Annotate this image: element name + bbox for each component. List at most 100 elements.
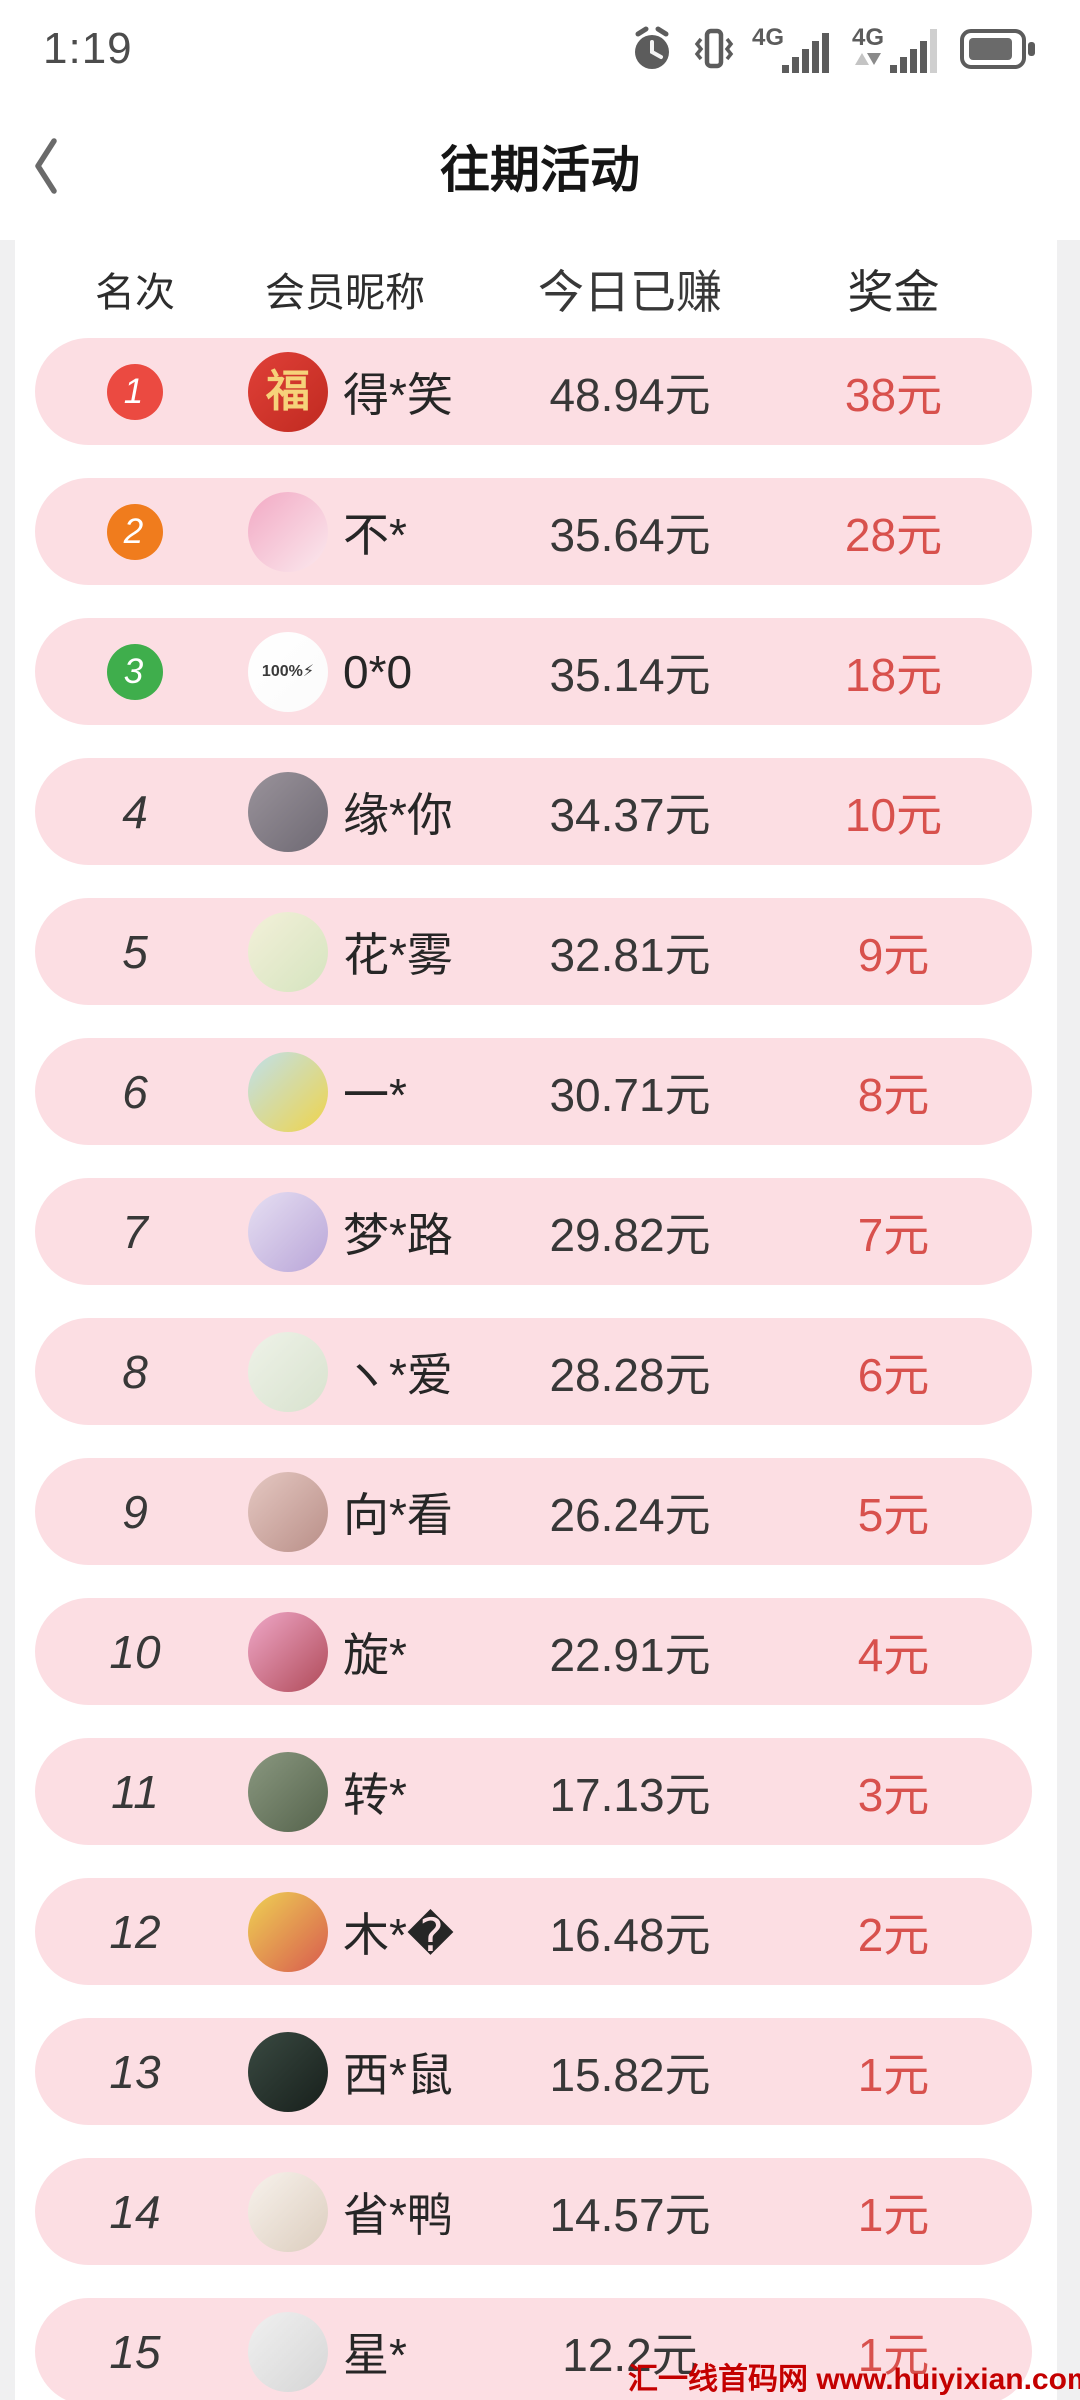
table-row[interactable]: 10 旋* 22.91元 4元 (35, 1598, 1032, 1705)
prize-amount: 38元 (844, 368, 943, 421)
earned-amount: 35.14元 (549, 648, 711, 701)
column-header-rank: 名次 (95, 271, 175, 315)
rank-number: 10 (109, 1625, 161, 1678)
watermark: 汇一线首码网 www.huiyixian.com (628, 2363, 1080, 2396)
app-bar: 往期活动 (0, 92, 1080, 240)
prize-amount: 3元 (857, 1768, 930, 1821)
earned-amount: 14.57元 (549, 2188, 711, 2241)
svg-text:4G: 4G (752, 24, 784, 51)
table-row[interactable]: 12 木*� 16.48元 2元 (35, 1878, 1032, 1985)
prize-amount: 10元 (844, 788, 943, 841)
avatar-glyph: 100%⚡ (261, 662, 315, 680)
cartoon-man-sunglasses-avatar (248, 2311, 328, 2392)
table-row[interactable]: 1 福得*笑 48.94元 38元 (35, 338, 1032, 445)
earned-amount: 15.82元 (549, 2048, 711, 2101)
alarm-icon (635, 26, 669, 69)
kid-yellow-hat-avatar (248, 1891, 328, 1972)
avatar-glyph: 福 (266, 366, 310, 416)
prize-amount: 8元 (857, 1068, 930, 1121)
column-header-member: 会员昵称 (265, 271, 425, 315)
column-header-prize: 奖金 (847, 266, 940, 318)
signal-4g-icon: 4G (752, 24, 829, 73)
table-row[interactable]: 11 转* 17.13元 3元 (35, 1738, 1032, 1845)
earned-amount: 48.94元 (549, 368, 711, 421)
rank-badge: 3 (107, 643, 163, 700)
table-row[interactable]: 6 一* 30.71元 8元 (35, 1038, 1032, 1145)
table-row[interactable]: 2 不* 35.64元 28元 (35, 478, 1032, 585)
prize-amount: 6元 (857, 1348, 930, 1401)
prize-amount: 9元 (857, 928, 930, 981)
member-nickname: 星* (343, 2328, 407, 2381)
vibrate-icon (694, 28, 734, 69)
rank-number: 13 (109, 2045, 161, 2098)
status-icons: 4G 4G (628, 21, 1040, 77)
column-header-earned: 今日已赚 (538, 266, 722, 318)
prize-amount: 1元 (857, 2328, 930, 2381)
anime-pink-hair-avatar (248, 491, 328, 572)
earned-amount: 34.37元 (549, 788, 711, 841)
member-nickname: 梦*路 (343, 1208, 453, 1261)
prize-amount: 4元 (857, 1628, 930, 1681)
earned-amount: 22.91元 (549, 1628, 711, 1681)
leaderboard-section: 名次 会员昵称 今日已赚 奖金 1 福得*笑 48.94元 38元 2 不* 35.64元 2… (0, 240, 1080, 2400)
member-nickname: 西*鼠 (343, 2048, 453, 2101)
chevron-left-icon (35, 138, 57, 194)
back-button[interactable] (26, 131, 66, 201)
svg-text:4G: 4G (852, 24, 884, 51)
earned-amount: 26.24元 (549, 1488, 711, 1541)
prize-amount: 1元 (857, 2048, 930, 2101)
table-row[interactable]: 15 星* 12.2元 1元 (35, 2298, 1032, 2400)
member-nickname: 得*笑 (343, 368, 453, 421)
rank-number: 8 (122, 1345, 148, 1398)
table-row[interactable]: 13 西*鼠 15.82元 1元 (35, 2018, 1032, 2125)
table-row[interactable]: 8 ヽ*爱 28.28元 6元 (35, 1318, 1032, 1425)
earned-amount: 12.2元 (562, 2328, 698, 2381)
table-row[interactable]: 9 向*看 26.24元 5元 (35, 1458, 1032, 1565)
earned-amount: 30.71元 (549, 1068, 711, 1121)
earned-amount: 35.64元 (549, 508, 711, 561)
clock-time: 1:19 (43, 24, 133, 73)
member-nickname: 缘*你 (343, 788, 453, 841)
member-nickname: 转* (343, 1768, 407, 1821)
prize-amount: 28元 (844, 508, 943, 561)
prize-amount: 5元 (857, 1488, 930, 1541)
rank-number: 15 (109, 2325, 161, 2378)
table-row[interactable]: 14 省*鸭 14.57元 1元 (35, 2158, 1032, 2265)
prize-amount: 2元 (857, 1908, 930, 1961)
shinchan-raincoat-avatar (248, 1051, 328, 1132)
member-nickname: 一* (343, 1068, 407, 1121)
rank-number: 5 (122, 925, 148, 978)
dark-hooded-anime-avatar (248, 2031, 328, 2112)
rank-number: 4 (122, 785, 148, 838)
purple-anime-avatar (248, 1191, 328, 1272)
pavement-photo-avatar (248, 771, 328, 852)
rank-number: 9 (122, 1485, 148, 1538)
cartoon-boy-glasses-avatar (248, 2171, 328, 2252)
rank-number: 12 (109, 1905, 161, 1958)
samurai-sakura-avatar (248, 1611, 328, 1692)
rows: 1 福得*笑 48.94元 38元 2 不* 35.64元 28元 3 100%⚡ 0*0 35.14… (15, 338, 1057, 2400)
daisy-field-avatar (248, 911, 328, 992)
earned-amount: 16.48元 (549, 1908, 711, 1961)
battery-100-avatar: 100%⚡ (248, 631, 328, 712)
table-row[interactable]: 7 梦*路 29.82元 7元 (35, 1178, 1032, 1285)
fu-charm-avatar: 福 (248, 351, 328, 432)
rank-badge: 1 (107, 363, 163, 420)
white-flower-avatar (248, 1751, 328, 1832)
earned-amount: 17.13元 (549, 1768, 711, 1821)
prize-amount: 7元 (857, 1208, 930, 1261)
table-header-row: 名次 会员昵称 今日已赚 奖金 (35, 240, 1032, 338)
rank-number: 7 (122, 1205, 148, 1258)
table-row[interactable]: 5 花*雾 32.81元 9元 (35, 898, 1032, 1005)
member-nickname: 花*雾 (343, 928, 453, 981)
earned-amount: 29.82元 (549, 1208, 711, 1261)
table-row[interactable]: 4 缘*你 34.37元 10元 (35, 758, 1032, 865)
table-row[interactable]: 3 100%⚡ 0*0 35.14元 18元 (35, 618, 1032, 725)
earned-amount: 28.28元 (549, 1348, 711, 1401)
member-nickname: 向*看 (343, 1488, 453, 1541)
status-bar: 1:19 4G 4G (0, 0, 1080, 92)
prize-amount: 18元 (844, 648, 943, 701)
member-nickname: 木*� (343, 1908, 455, 1961)
dandelion-avatar (248, 1331, 328, 1412)
